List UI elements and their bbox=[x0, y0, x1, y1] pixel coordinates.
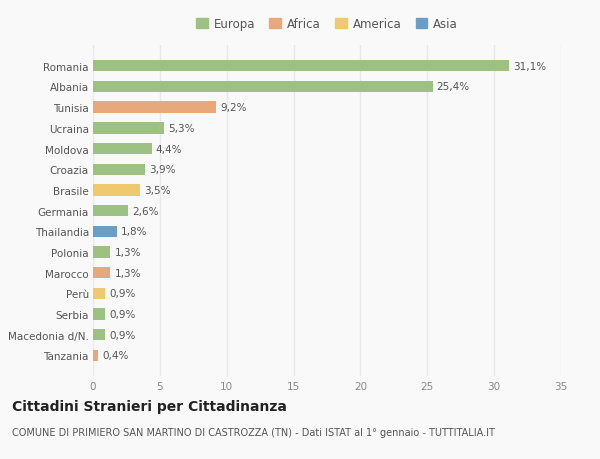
Bar bbox=[93, 350, 98, 361]
Text: 4,4%: 4,4% bbox=[156, 144, 182, 154]
Text: Cittadini Stranieri per Cittadinanza: Cittadini Stranieri per Cittadinanza bbox=[12, 399, 287, 413]
Bar bbox=[93, 185, 140, 196]
Text: 5,3%: 5,3% bbox=[168, 123, 194, 134]
Bar bbox=[93, 61, 509, 72]
Text: 1,8%: 1,8% bbox=[121, 227, 148, 237]
Text: 0,9%: 0,9% bbox=[109, 330, 136, 340]
Bar bbox=[93, 102, 216, 113]
Bar bbox=[93, 144, 152, 155]
Bar bbox=[93, 123, 164, 134]
Bar bbox=[93, 226, 117, 237]
Bar bbox=[93, 309, 105, 320]
Text: 3,9%: 3,9% bbox=[149, 165, 176, 175]
Text: 9,2%: 9,2% bbox=[220, 103, 247, 113]
Bar bbox=[93, 206, 128, 217]
Bar bbox=[93, 268, 110, 279]
Bar bbox=[93, 247, 110, 258]
Bar bbox=[93, 330, 105, 341]
Text: 0,4%: 0,4% bbox=[103, 351, 129, 361]
Bar bbox=[93, 164, 145, 175]
Bar bbox=[93, 288, 105, 299]
Text: 2,6%: 2,6% bbox=[132, 206, 158, 216]
Bar bbox=[93, 82, 433, 93]
Text: COMUNE DI PRIMIERO SAN MARTINO DI CASTROZZA (TN) - Dati ISTAT al 1° gennaio - TU: COMUNE DI PRIMIERO SAN MARTINO DI CASTRO… bbox=[12, 427, 495, 437]
Legend: Europa, Africa, America, Asia: Europa, Africa, America, Asia bbox=[194, 16, 460, 34]
Text: 0,9%: 0,9% bbox=[109, 289, 136, 299]
Text: 0,9%: 0,9% bbox=[109, 309, 136, 319]
Text: 31,1%: 31,1% bbox=[513, 62, 546, 72]
Text: 3,5%: 3,5% bbox=[144, 185, 170, 196]
Text: 1,3%: 1,3% bbox=[115, 247, 141, 257]
Text: 25,4%: 25,4% bbox=[437, 82, 470, 92]
Text: 1,3%: 1,3% bbox=[115, 268, 141, 278]
